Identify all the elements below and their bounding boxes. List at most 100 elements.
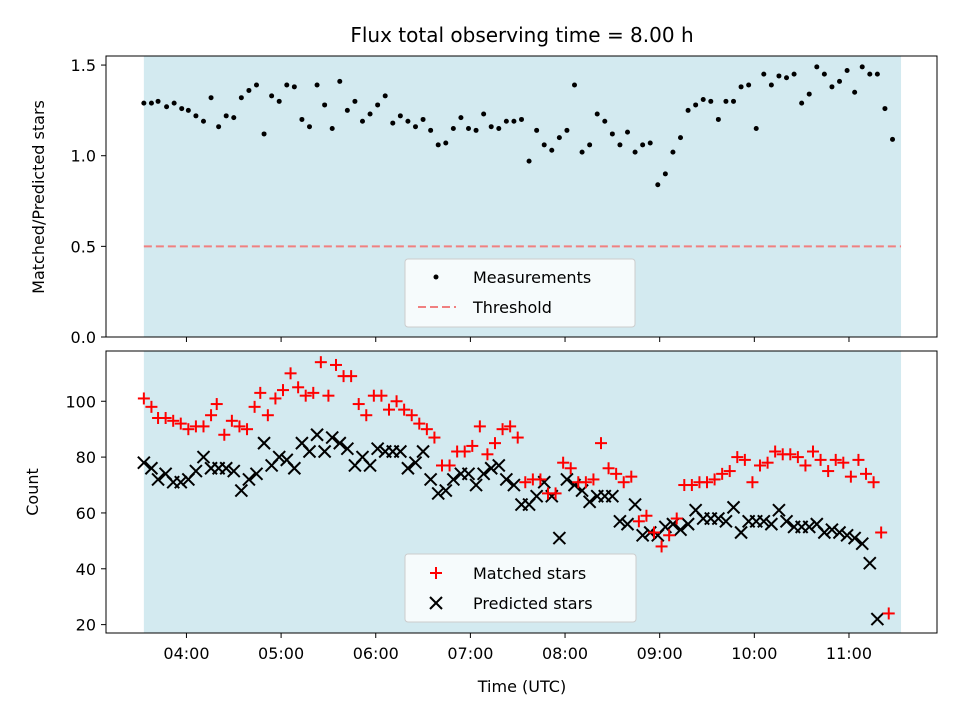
predicted-star-point: [499, 472, 514, 487]
predicted-star-stroke: [363, 458, 377, 473]
measurement-point: [874, 71, 880, 77]
predicted-star-point: [401, 461, 415, 475]
measurement-point: [141, 100, 147, 106]
measurement-point: [185, 107, 191, 113]
matched-star-point: [292, 381, 305, 394]
measurement-point: [155, 98, 161, 104]
predicted-star-point: [870, 612, 885, 626]
measurement-point: [511, 118, 517, 124]
matched-star-point: [625, 470, 638, 483]
measurement-point: [216, 124, 222, 130]
matched-star-point: [761, 456, 774, 469]
top-y-tick-label: 0.0: [71, 328, 96, 347]
predicted-star-point: [764, 517, 779, 531]
matched-star-point: [197, 420, 210, 433]
predicted-star-point: [613, 514, 627, 529]
measurement-point: [193, 113, 199, 119]
predicted-star-stroke: [242, 472, 256, 487]
measurement-point: [647, 140, 653, 146]
measurement-point: [541, 142, 547, 148]
matched-star-point: [867, 476, 880, 489]
top-panel-frame: [105, 55, 938, 338]
predicted-star-stroke: [416, 444, 430, 459]
measurement-point: [337, 78, 343, 84]
bottom-y-tick-label: 80: [76, 448, 96, 467]
measurement-point: [148, 100, 154, 106]
matched-star-point: [519, 476, 532, 489]
matched-star-point: [723, 465, 736, 478]
matched-star-point: [860, 467, 873, 480]
chart-title: Flux total observing time = 8.00 h: [350, 23, 693, 47]
top-y-axis-label: Matched/Predicted stars: [29, 100, 48, 294]
predicted-star-stroke: [847, 531, 862, 545]
matched-star-point: [382, 403, 395, 416]
predicted-star-stroke: [855, 536, 869, 551]
measurement-point: [791, 71, 797, 77]
predicted-star-point: [446, 472, 461, 487]
predicted-star-stroke: [408, 455, 423, 470]
legend-predicted-label: Predicted stars: [473, 594, 593, 613]
measurement-point: [503, 118, 509, 124]
legend-predicted-marker: [429, 596, 443, 610]
measurement-point: [405, 118, 411, 124]
predicted-star-stroke: [552, 531, 567, 545]
measurement-point: [261, 131, 267, 137]
predicted-star-stroke: [174, 475, 188, 489]
measurement-point: [344, 107, 350, 113]
bottom-legend: Matched stars Predicted stars: [404, 553, 637, 623]
predicted-star-stroke: [840, 528, 854, 542]
predicted-star-point: [416, 444, 430, 459]
measurement-point: [359, 118, 365, 124]
matched-star-point: [549, 487, 562, 500]
predicted-star-stroke: [401, 461, 415, 475]
predicted-star-stroke: [355, 450, 370, 464]
legend-matched-label: Matched stars: [473, 564, 586, 583]
measurement-points: [141, 64, 896, 188]
matched-star-point: [352, 398, 365, 411]
measurement-point: [223, 113, 229, 119]
measurement-point: [617, 142, 623, 148]
predicted-star-stroke: [757, 514, 771, 529]
matched-star-point: [754, 459, 767, 472]
measurement-point: [753, 126, 759, 132]
predicted-star-stroke: [560, 472, 574, 487]
matched-star-point: [276, 384, 289, 397]
matched-star-point: [837, 456, 850, 469]
bottom-y-tick-label: 20: [76, 616, 96, 635]
measurement-point: [572, 82, 578, 88]
measurement-point: [443, 140, 449, 146]
predicted-star-point: [560, 472, 574, 487]
predicted-star-stroke: [635, 528, 650, 542]
legend-measurements-label: Measurements: [473, 268, 591, 287]
legend-matched-marker: [430, 567, 442, 579]
matched-star-point: [829, 453, 842, 466]
matched-star-point: [398, 403, 411, 416]
predicted-star-stroke: [832, 525, 847, 540]
matched-star-point: [701, 476, 714, 489]
top-legend: Measurements Threshold: [404, 258, 636, 328]
measurement-point: [837, 78, 843, 84]
measurement-point: [208, 95, 214, 101]
predicted-star-point: [363, 458, 377, 473]
top-y-tick-label: 1.0: [71, 147, 96, 166]
predicted-star-point: [726, 500, 741, 515]
x-tick-label: 08:00: [542, 644, 588, 663]
measurement-point: [662, 171, 668, 177]
predicted-star-point: [628, 497, 642, 512]
predicted-star-stroke: [144, 461, 159, 475]
predicted-star-stroke: [469, 478, 483, 492]
predicted-star-stroke: [507, 478, 521, 492]
measurement-point: [594, 111, 600, 117]
top-legend-box: [404, 258, 636, 328]
measurement-point: [746, 82, 752, 88]
matched-star-point: [731, 451, 744, 464]
measurement-point: [382, 93, 388, 99]
predicted-star-stroke: [628, 497, 642, 512]
matched-star-point: [511, 431, 524, 444]
matched-star-point: [875, 526, 888, 539]
matched-star-point: [610, 467, 623, 480]
predicted-star-point: [605, 489, 620, 503]
matched-star-point: [218, 428, 231, 441]
measurement-point: [435, 142, 441, 148]
predicted-star-point: [144, 461, 159, 475]
